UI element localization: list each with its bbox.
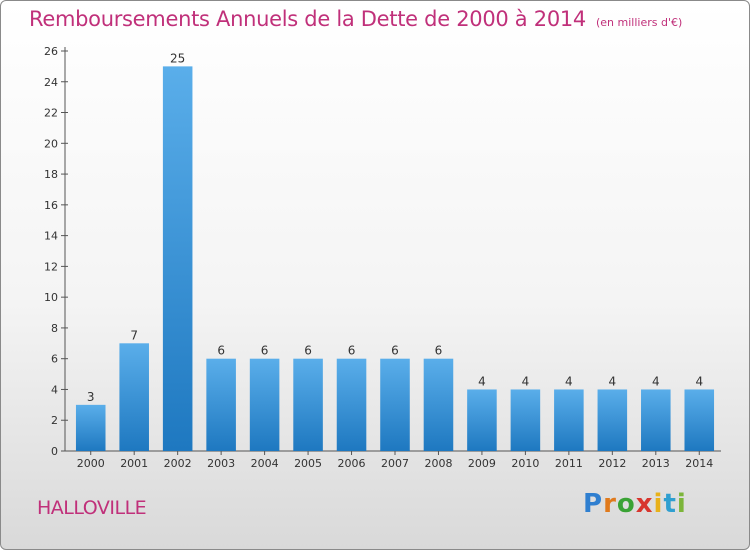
y-tick-label: 12 <box>44 260 58 273</box>
x-tick-label: 2013 <box>642 457 670 470</box>
logo-letter: o <box>616 489 636 519</box>
data-label: 7 <box>130 328 138 342</box>
bar <box>75 404 106 451</box>
y-tick-label: 16 <box>44 199 58 212</box>
logo-letter: t <box>663 489 677 519</box>
y-tick-label: 22 <box>44 107 58 120</box>
y-tick-label: 18 <box>44 168 58 181</box>
data-label: 4 <box>478 374 486 388</box>
x-tick-label: 2012 <box>598 457 626 470</box>
bar <box>510 389 541 451</box>
proxiti-logo: Proxiti <box>583 489 687 519</box>
y-tick-label: 6 <box>51 353 58 366</box>
x-tick-label: 2000 <box>77 457 105 470</box>
x-tick-label: 2006 <box>338 457 366 470</box>
chart-unit: (en milliers d'€) <box>596 16 683 29</box>
y-tick-label: 8 <box>51 322 58 335</box>
bar <box>684 389 715 451</box>
data-label: 4 <box>565 374 573 388</box>
bar <box>423 358 454 451</box>
data-label: 6 <box>391 344 399 358</box>
data-label: 3 <box>87 390 95 404</box>
bar <box>641 389 671 451</box>
logo-letter: r <box>603 489 617 519</box>
x-tick-label: 2003 <box>207 457 235 470</box>
bar <box>162 66 193 451</box>
logo-letter: x <box>635 489 654 519</box>
y-tick-label: 20 <box>44 137 58 150</box>
bar <box>293 358 323 451</box>
bar <box>206 358 236 451</box>
data-label: 4 <box>522 374 530 388</box>
town-name: HALLOVILLE <box>37 497 147 519</box>
data-label: 6 <box>217 344 225 358</box>
chart-title: Remboursements Annuels de la Dette de 20… <box>29 7 682 31</box>
y-tick-label: 10 <box>44 291 58 304</box>
bar <box>249 358 280 451</box>
x-tick-label: 2007 <box>381 457 409 470</box>
data-label: 4 <box>695 374 703 388</box>
bar <box>119 343 149 451</box>
x-tick-label: 2002 <box>164 457 192 470</box>
y-tick-label: 2 <box>51 414 58 427</box>
data-label: 6 <box>304 344 312 358</box>
y-tick-label: 26 <box>44 45 58 58</box>
logo-letter: P <box>583 489 604 519</box>
data-label: 4 <box>652 374 660 388</box>
data-label: 6 <box>435 344 443 358</box>
x-tick-label: 2014 <box>685 457 713 470</box>
x-tick-label: 2011 <box>555 457 583 470</box>
bar <box>467 389 497 451</box>
bar <box>336 358 367 451</box>
x-tick-label: 2009 <box>468 457 496 470</box>
y-tick-label: 14 <box>44 230 58 243</box>
bar <box>597 389 628 451</box>
bar <box>380 358 410 451</box>
data-label: 6 <box>261 344 269 358</box>
bar <box>554 389 584 451</box>
logo-letter: i <box>653 489 664 519</box>
x-tick-label: 2001 <box>120 457 148 470</box>
data-label: 25 <box>170 51 185 65</box>
y-tick-label: 4 <box>51 383 58 396</box>
y-tick-label: 0 <box>51 445 58 458</box>
y-tick-label: 24 <box>44 76 58 89</box>
x-tick-label: 2005 <box>294 457 322 470</box>
data-label: 4 <box>609 374 617 388</box>
x-tick-label: 2004 <box>251 457 279 470</box>
x-tick-label: 2008 <box>424 457 452 470</box>
data-label: 6 <box>348 344 356 358</box>
logo-letter: i <box>676 489 687 519</box>
chart-title-text: Remboursements Annuels de la Dette de 20… <box>29 7 586 31</box>
x-tick-label: 2010 <box>511 457 539 470</box>
